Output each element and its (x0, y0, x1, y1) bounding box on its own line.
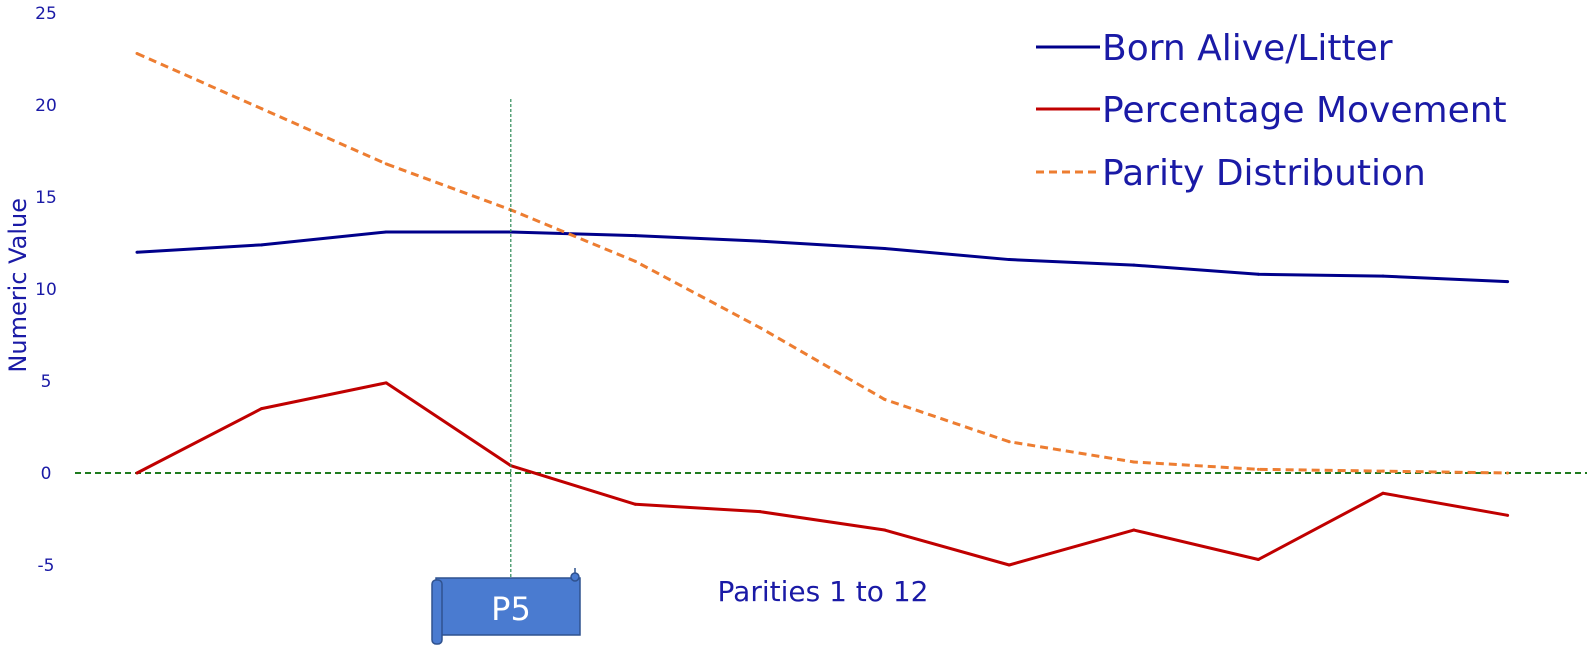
series-line-born-alive-litter (136, 230, 1508, 284)
data-point-percentage-movement (758, 510, 762, 514)
data-point-percentage-movement (260, 407, 264, 411)
data-point-parity-distribution (384, 162, 388, 166)
marker-label: P5 (491, 590, 531, 628)
y-tick-label: 5 (41, 372, 52, 392)
legend: Born Alive/Litter Percentage Movement Pari… (1036, 28, 1507, 194)
data-point-born-alive-litter (1007, 258, 1011, 262)
x-axis-label: Parities 1 to 12 (718, 575, 929, 608)
data-point-born-alive-litter (1381, 274, 1385, 278)
data-point-born-alive-litter (758, 239, 762, 243)
y-tick-label: -5 (38, 556, 55, 576)
marker-scroll (435, 577, 581, 636)
data-point-parity-distribution (758, 326, 762, 330)
data-point-born-alive-litter (633, 234, 637, 238)
data-point-percentage-movement (1506, 513, 1510, 517)
y-axis-title: Numeric Value (4, 198, 32, 373)
data-point-born-alive-litter (1132, 263, 1136, 267)
data-point-percentage-movement (883, 528, 887, 532)
legend-label: Born Alive/Litter (1102, 28, 1393, 69)
data-point-parity-distribution (1381, 469, 1385, 473)
data-point-parity-distribution (883, 397, 887, 401)
parity-marker: P5 (431, 99, 581, 645)
data-point-born-alive-litter (883, 247, 887, 251)
series-layer (135, 51, 1510, 567)
y-tick-label: 20 (35, 96, 57, 116)
data-point-born-alive-litter (1256, 272, 1260, 276)
axes: 25 20 15 10 5 0 -5 Numeric Value Parities 1 to 1… (4, 4, 1587, 608)
legend-label: Percentage Movement (1102, 90, 1507, 131)
series-line-percentage-movement (136, 381, 1508, 567)
data-point-parity-distribution (1007, 440, 1011, 444)
data-point-born-alive-litter (260, 243, 264, 247)
data-point-parity-distribution (1506, 471, 1510, 475)
y-tick-label: 15 (35, 188, 57, 208)
y-tick-label: 25 (35, 4, 57, 24)
data-point-percentage-movement (1007, 563, 1011, 567)
data-point-percentage-movement (1132, 528, 1136, 532)
marker-scroll-knob (570, 572, 580, 582)
data-point-parity-distribution (135, 51, 139, 55)
data-point-percentage-movement (384, 381, 388, 385)
data-point-parity-distribution (633, 259, 637, 263)
data-point-percentage-movement (1256, 557, 1260, 561)
series-line-parity-distribution (136, 52, 1508, 475)
data-point-born-alive-litter (135, 250, 139, 254)
legend-label: Parity Distribution (1102, 153, 1426, 194)
data-point-percentage-movement (633, 502, 637, 506)
y-tick-label: 0 (41, 464, 52, 484)
data-point-parity-distribution (1132, 460, 1136, 464)
marker-scroll-curl-left (431, 579, 443, 645)
y-tick-label: 10 (35, 280, 57, 300)
data-point-parity-distribution (1256, 467, 1260, 471)
data-point-born-alive-litter (1506, 280, 1510, 284)
data-point-percentage-movement (1381, 491, 1385, 495)
data-point-parity-distribution (260, 107, 264, 111)
data-point-born-alive-litter (384, 230, 388, 234)
data-point-percentage-movement (135, 471, 139, 475)
